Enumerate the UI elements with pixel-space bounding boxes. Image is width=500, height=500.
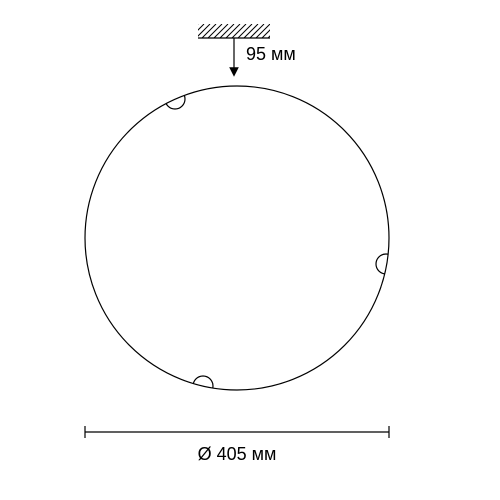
fixture-circle (85, 86, 389, 390)
diameter-dimension (85, 426, 389, 438)
mounting-notches (165, 89, 396, 396)
drop-dimension-label: 95 мм (246, 44, 296, 64)
ceiling-hatch (184, 24, 282, 38)
technical-drawing: 95 мм Ø 405 мм (0, 0, 500, 500)
diameter-dimension-label: Ø 405 мм (198, 444, 277, 464)
